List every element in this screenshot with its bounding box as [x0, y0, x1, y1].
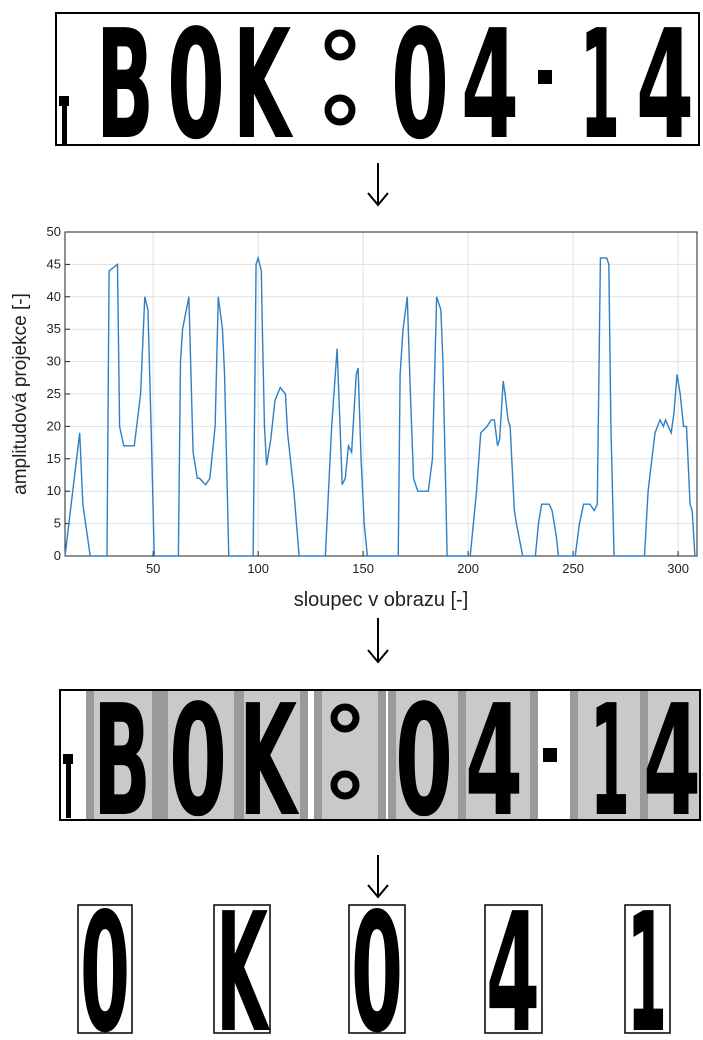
- plate-character: 4: [486, 877, 540, 1035]
- segment-edge: [314, 691, 322, 819]
- y-tick-label: 25: [47, 386, 61, 401]
- plate-character: 0: [351, 877, 403, 1035]
- segment-edge: [530, 691, 538, 819]
- plate-character: 4: [643, 673, 701, 851]
- segment-edge: [160, 691, 168, 819]
- plate-character: 1: [590, 673, 630, 851]
- figure: sloupec v obrazu [-] amplitudová projekc…: [0, 0, 703, 1035]
- plate-character: 0: [80, 877, 130, 1035]
- y-tick-label: 15: [47, 451, 61, 466]
- plate-character: K: [233, 0, 294, 173]
- x-tick-label: 200: [457, 561, 479, 576]
- y-tick-label: 30: [47, 354, 61, 369]
- plate-character: 0: [169, 673, 227, 851]
- x-tick-label: 300: [667, 561, 689, 576]
- plate-character: B: [96, 0, 154, 173]
- segment-edge: [378, 691, 386, 819]
- plate-character: K: [216, 877, 270, 1035]
- y-tick-label: 35: [47, 321, 61, 336]
- plate-character: 4: [636, 0, 694, 173]
- y-tick-label: 0: [54, 548, 61, 563]
- y-tick-label: 5: [54, 516, 61, 531]
- plate-character: 4: [465, 673, 523, 851]
- x-tick-label: 50: [146, 561, 160, 576]
- y-axis-label: amplitudová projekce [-]: [10, 293, 31, 495]
- plate-character: B: [93, 673, 151, 851]
- y-tick-label: 50: [47, 224, 61, 239]
- x-tick-label: 150: [352, 561, 374, 576]
- x-tick-label: 100: [247, 561, 269, 576]
- plate-character: 0: [391, 0, 449, 173]
- y-tick-label: 45: [47, 256, 61, 271]
- plate-character: 1: [580, 0, 620, 173]
- y-tick-label: 40: [47, 289, 61, 304]
- plate-character: 0: [395, 673, 453, 851]
- plate-character: K: [239, 673, 299, 851]
- segment-edge: [152, 691, 160, 819]
- plate-character: 0: [167, 0, 225, 173]
- x-tick-label: 250: [562, 561, 584, 576]
- segment-edge: [300, 691, 308, 819]
- x-axis-label: sloupec v obrazu [-]: [294, 589, 469, 611]
- plate-character: 1: [627, 877, 667, 1035]
- y-tick-label: 10: [47, 483, 61, 498]
- plate-character: 4: [461, 0, 519, 173]
- segment-edge: [570, 691, 578, 819]
- y-tick-label: 20: [47, 418, 61, 433]
